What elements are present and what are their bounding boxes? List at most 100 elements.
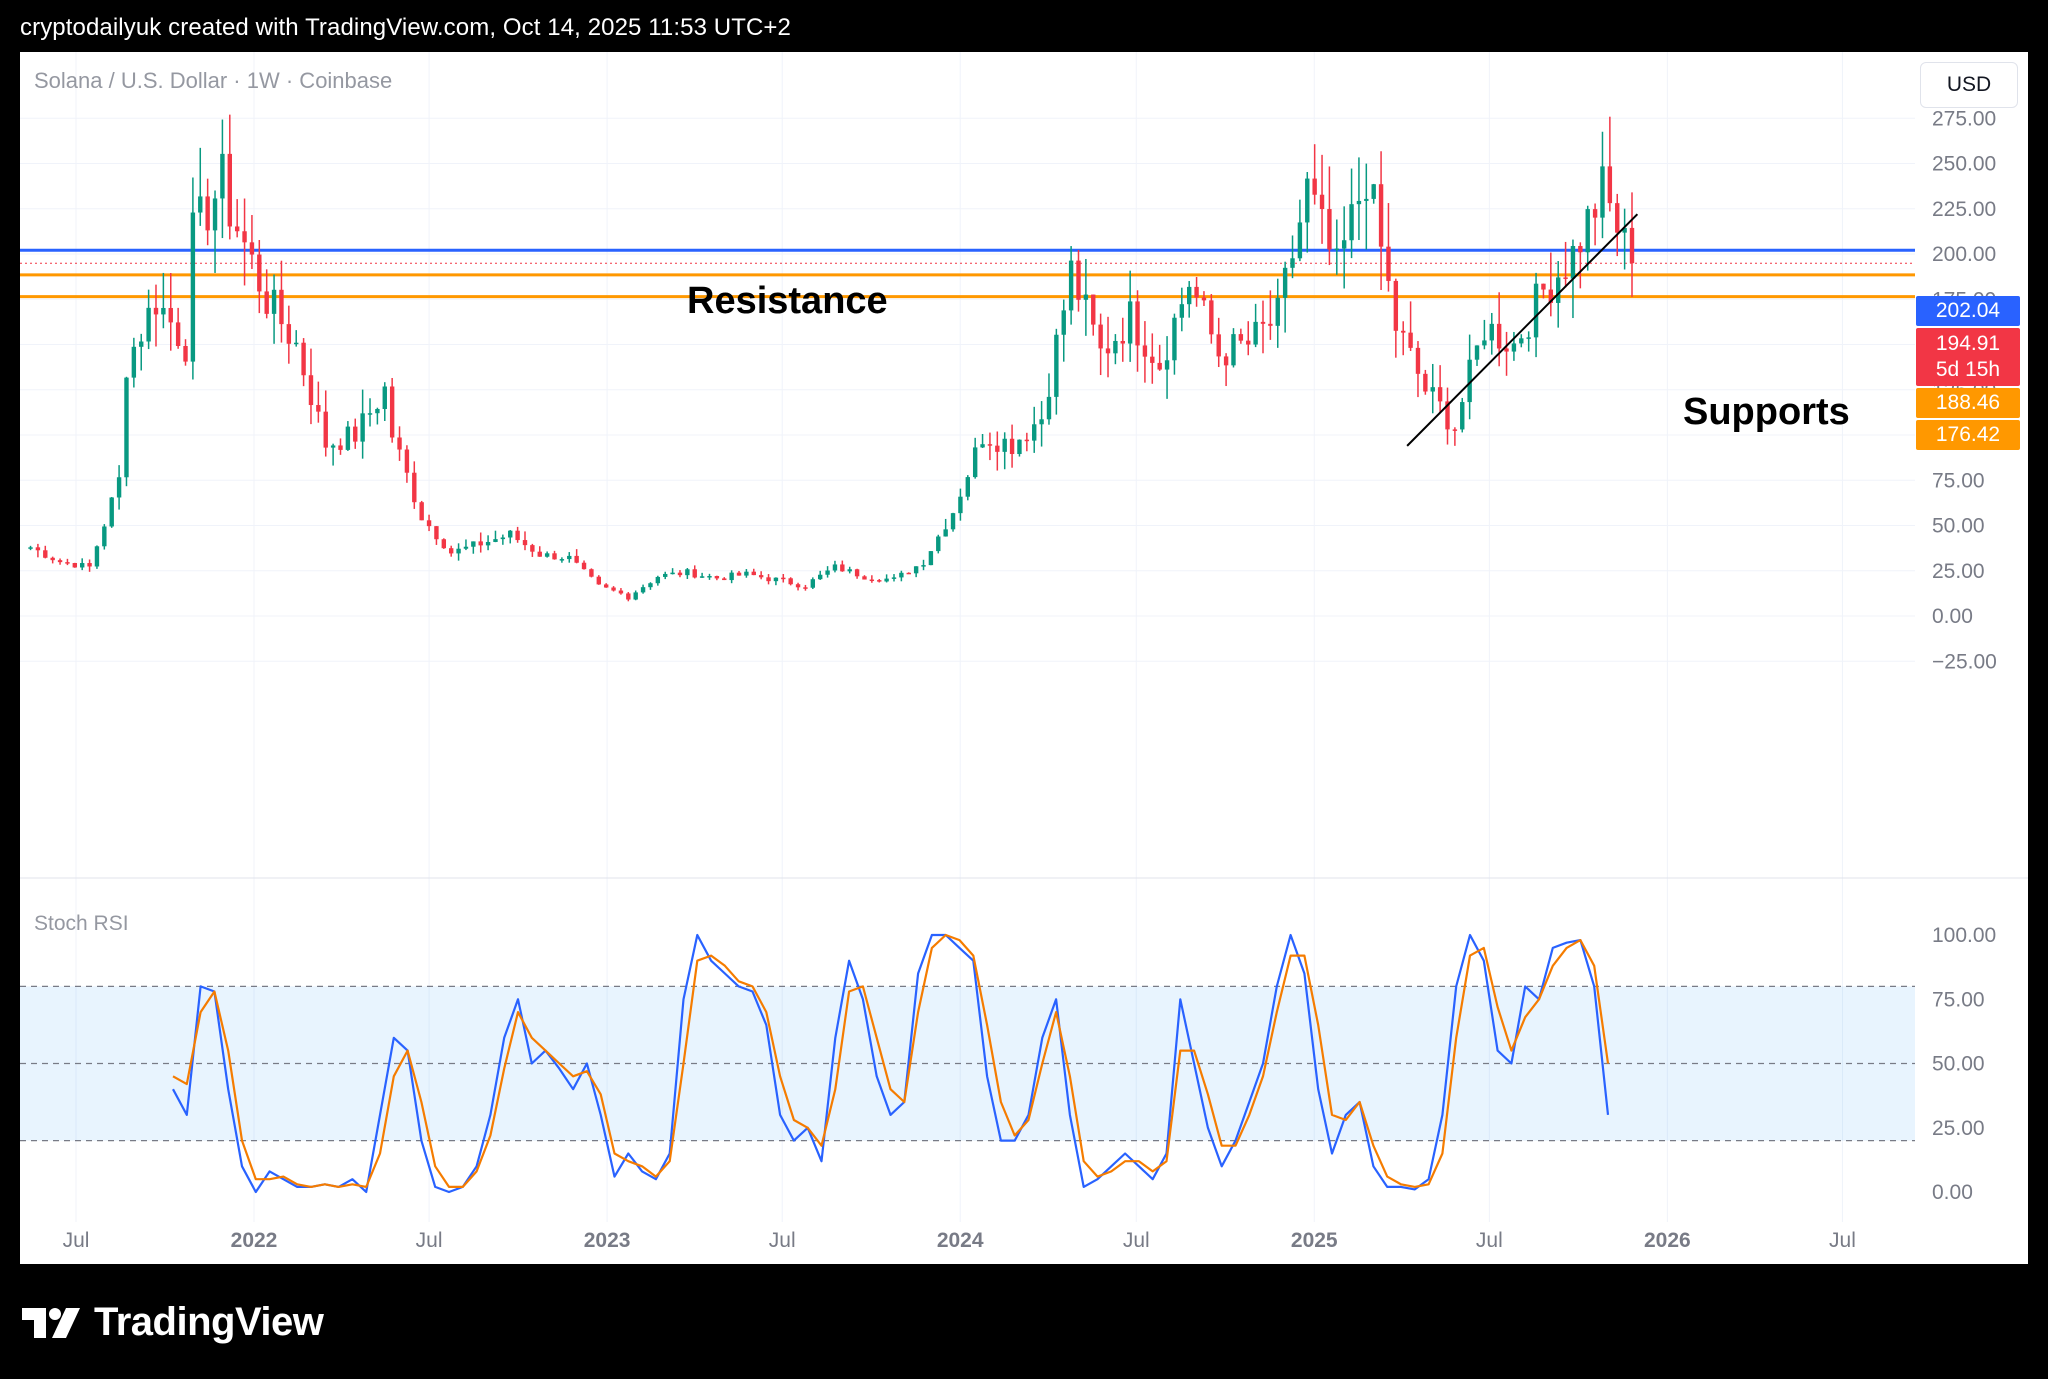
- candle-body: [1600, 166, 1605, 218]
- candle: [758, 571, 764, 580]
- candle-body: [891, 577, 897, 579]
- candle-body: [153, 307, 159, 315]
- candle-body: [648, 583, 653, 588]
- candle-body: [1327, 209, 1332, 250]
- candle-body: [257, 254, 262, 292]
- candle-body: [1032, 424, 1037, 441]
- candle-body: [242, 231, 247, 243]
- candle: [736, 570, 742, 576]
- candle: [810, 577, 816, 590]
- symbol-legend[interactable]: Solana / U.S. Dollar · 1W · Coinbase: [34, 68, 393, 93]
- candle: [803, 584, 808, 591]
- candle-body: [840, 564, 845, 572]
- candle-body: [877, 580, 882, 582]
- candle: [1504, 331, 1509, 376]
- candle: [1371, 183, 1376, 204]
- candle-body: [1578, 246, 1583, 253]
- candle: [43, 545, 48, 559]
- candle: [1194, 277, 1199, 307]
- candle-body: [212, 198, 218, 231]
- chart-header-caption: cryptodailyuk created with TradingView.c…: [20, 14, 791, 41]
- candle: [367, 398, 373, 427]
- candle: [1327, 166, 1332, 266]
- candle-body: [508, 530, 513, 538]
- time-tick-label: Jul: [1476, 1229, 1503, 1252]
- candle: [1260, 300, 1266, 354]
- trendline: [1406, 213, 1639, 447]
- candle: [840, 560, 845, 572]
- stoch-rsi-legend[interactable]: Stoch RSI: [34, 912, 129, 935]
- candle-body: [367, 413, 373, 415]
- candle: [1423, 369, 1428, 395]
- candle: [434, 526, 439, 545]
- candle: [161, 272, 166, 329]
- candle: [131, 337, 137, 388]
- candle-body: [198, 196, 203, 213]
- candle: [663, 571, 668, 580]
- candle-body: [810, 579, 816, 588]
- candle-body: [1519, 338, 1524, 344]
- chart-canvas[interactable]: 275.00250.00225.00200.00175.00150.00125.…: [20, 52, 2028, 1264]
- candle-body: [124, 377, 129, 478]
- candle: [1032, 406, 1037, 453]
- candle-body: [493, 539, 498, 542]
- price-levels: [20, 248, 1915, 299]
- chart-panel[interactable]: 275.00250.00225.00200.00175.00150.00125.…: [20, 52, 2028, 1264]
- candle: [1378, 151, 1384, 290]
- candle: [1275, 278, 1280, 348]
- candle: [87, 559, 92, 572]
- candle-body: [626, 593, 631, 600]
- candle: [153, 284, 159, 347]
- candle: [1061, 299, 1066, 362]
- candle: [330, 443, 336, 466]
- candle: [596, 575, 601, 585]
- candle-body: [441, 539, 447, 549]
- candle-body: [500, 537, 506, 540]
- candle-body: [131, 346, 137, 378]
- candle-body: [744, 571, 749, 576]
- last-price-tag: 194.91 5d 15h: [1916, 328, 2020, 386]
- candle: [146, 289, 151, 350]
- candle-body: [1024, 439, 1030, 442]
- candle: [1519, 334, 1524, 348]
- candle: [1179, 287, 1185, 332]
- candle: [175, 307, 181, 349]
- candle: [567, 552, 572, 563]
- candle: [1585, 205, 1590, 271]
- candle-body: [788, 578, 793, 585]
- time-tick-label: Jul: [769, 1229, 796, 1252]
- currency-button[interactable]: USD: [1920, 62, 2018, 108]
- candle: [212, 190, 218, 273]
- candle: [1017, 439, 1022, 457]
- candle: [980, 434, 985, 449]
- candle: [124, 376, 129, 487]
- candle: [862, 575, 867, 580]
- candle: [1046, 373, 1052, 425]
- candle-body: [1231, 334, 1236, 366]
- candle-body: [1305, 178, 1310, 223]
- price-tick-label: 50.00: [1932, 515, 1985, 538]
- candle: [353, 418, 358, 449]
- candle-body: [1061, 310, 1066, 335]
- candle-body: [389, 386, 395, 438]
- tradingview-logo[interactable]: TradingView: [22, 1300, 324, 1345]
- candle-body: [928, 551, 934, 566]
- candle-body: [699, 576, 705, 578]
- candle-body: [264, 291, 269, 314]
- candle-body: [1319, 194, 1325, 210]
- candle-body: [168, 307, 173, 323]
- candle-body: [670, 572, 675, 575]
- candle-body: [633, 592, 638, 600]
- candle-body: [1356, 200, 1362, 205]
- candle-body: [611, 587, 616, 591]
- candle-body: [404, 449, 410, 473]
- candle: [382, 382, 387, 421]
- candle-body: [1105, 348, 1111, 354]
- candle: [338, 438, 343, 455]
- candle-body: [603, 584, 609, 588]
- candle-body: [515, 530, 520, 541]
- candle: [471, 541, 476, 554]
- candle: [1445, 387, 1450, 445]
- candle-body: [552, 553, 557, 560]
- candle-body: [1423, 373, 1428, 392]
